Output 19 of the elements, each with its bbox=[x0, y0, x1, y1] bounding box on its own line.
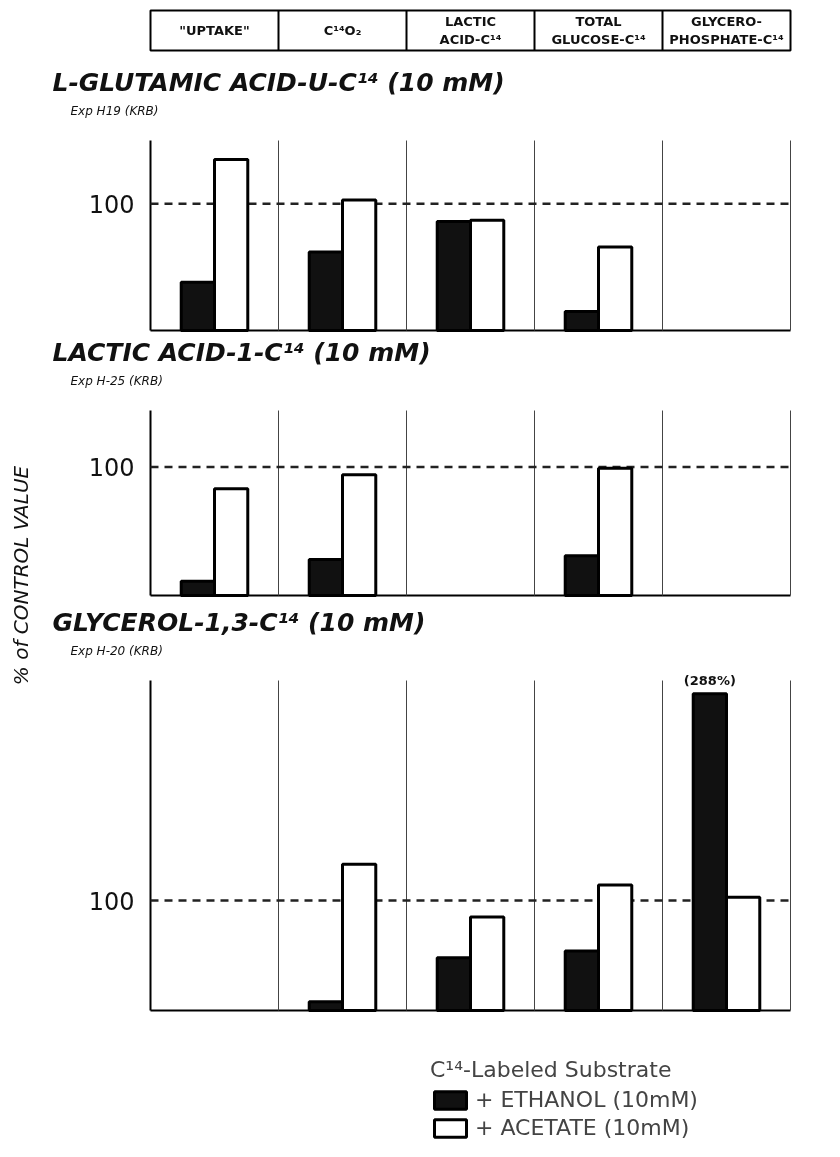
chart-subtitle: Exp H-20 (KRB) bbox=[70, 643, 163, 658]
chart-title: L-GLUTAMIC ACID-U-C¹⁴ (10 mM) bbox=[52, 68, 505, 97]
chart-subtitle: Exp H-25 (KRB) bbox=[70, 373, 163, 388]
y-tick-label: 100 bbox=[88, 454, 135, 483]
y-tick-label: 100 bbox=[88, 887, 135, 916]
legend-title: C¹⁴-Labeled Substrate bbox=[430, 1057, 673, 1082]
x-tick-label: LACTIC ACID-C¹⁴ bbox=[439, 14, 502, 47]
chart-title: GLYCEROL-1,3-C¹⁴ (10 mM) bbox=[52, 608, 426, 637]
x-tick-label: GLYCERO-PHOSPHATE-C¹⁴ bbox=[669, 14, 784, 47]
data-label: (288%) bbox=[683, 672, 736, 688]
y-axis-title: % of CONTROL VALUE bbox=[8, 465, 33, 686]
chart-subtitle: Exp H19 (KRB) bbox=[70, 103, 159, 118]
x-tick-label: C¹⁴O₂ bbox=[323, 23, 362, 38]
x-tick-label: "UPTAKE" bbox=[179, 23, 250, 38]
x-tick-label: TOTAL GLUCOSE-C¹⁴ bbox=[551, 14, 646, 47]
chart-title: LACTIC ACID-1-C¹⁴ (10 mM) bbox=[52, 338, 431, 367]
legend-label: + ACETATE (10mM) bbox=[475, 1115, 690, 1140]
legend-label: + ETHANOL (10mM) bbox=[475, 1087, 698, 1112]
y-tick-label: 100 bbox=[88, 190, 135, 219]
